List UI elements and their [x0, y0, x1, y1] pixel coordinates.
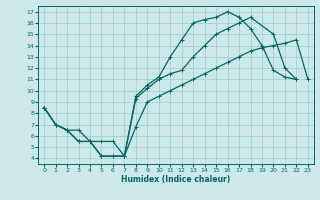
X-axis label: Humidex (Indice chaleur): Humidex (Indice chaleur) [121, 175, 231, 184]
